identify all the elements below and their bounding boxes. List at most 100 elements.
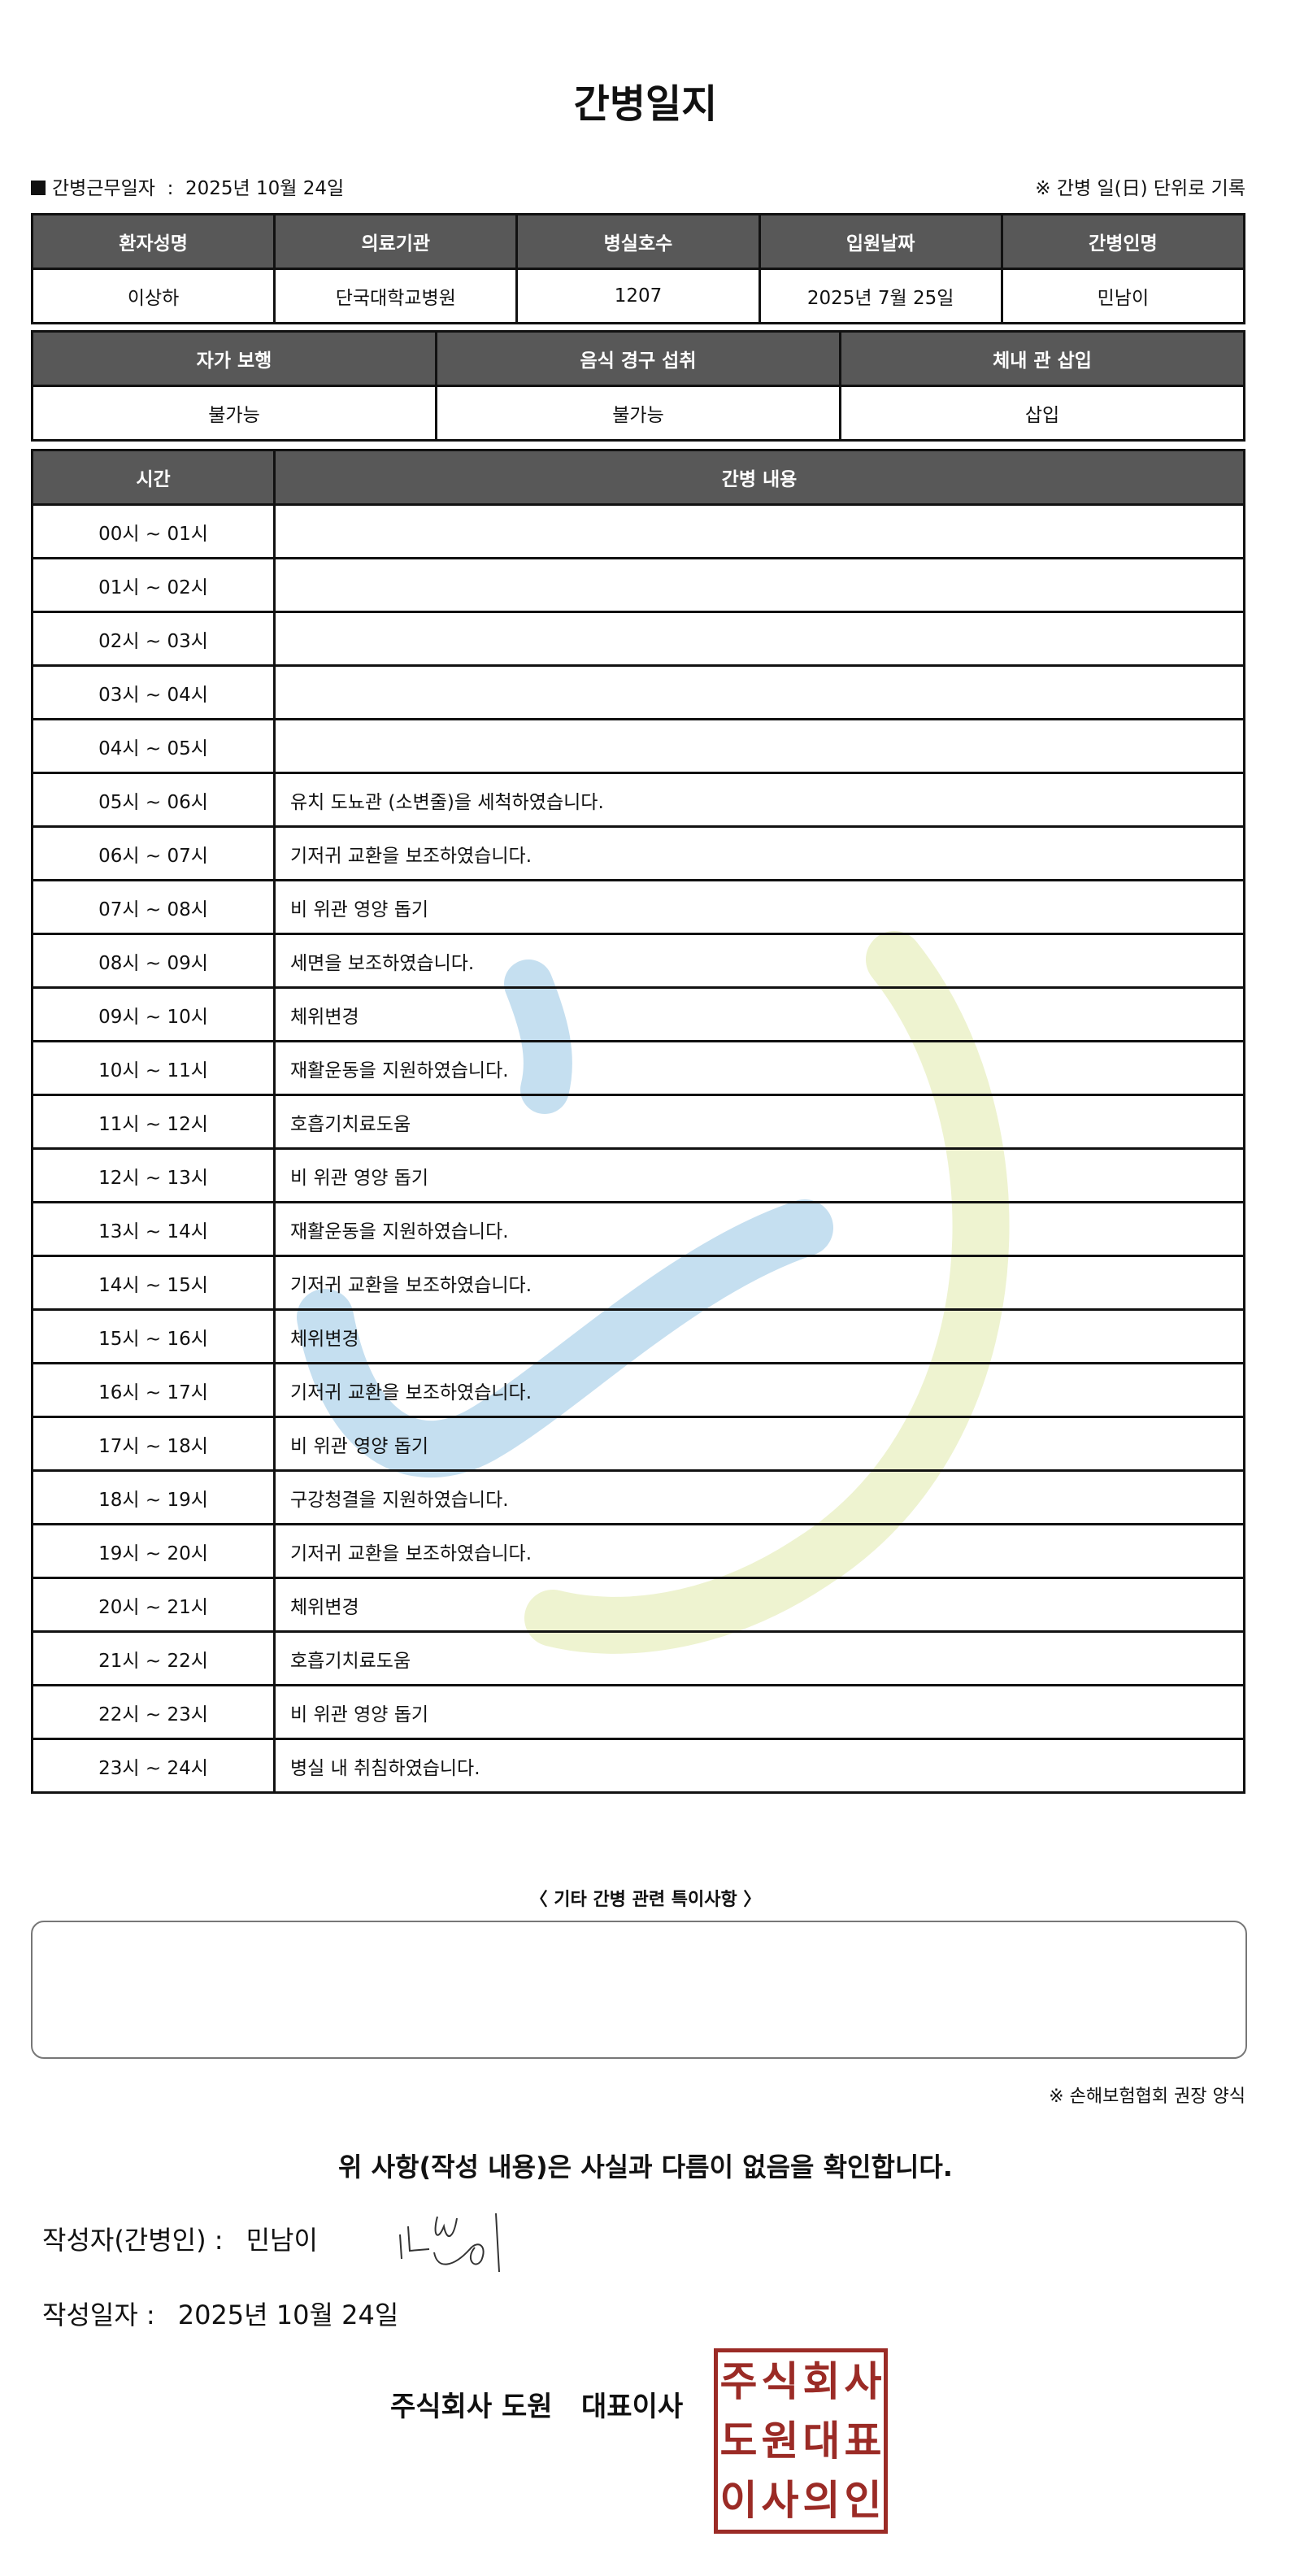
table-row: 13시 ~ 14시 재활운동을 지원하였습니다. bbox=[31, 1201, 1245, 1257]
time-cell: 23시 ~ 24시 bbox=[31, 1738, 276, 1794]
table-row: 19시 ~ 20시 기저귀 교환을 보조하였습니다. bbox=[31, 1523, 1245, 1579]
care-content-cell[interactable]: 세면을 보조하였습니다. bbox=[273, 933, 1245, 989]
table-row: 09시 ~ 10시 체위변경 bbox=[31, 986, 1245, 1042]
written-date-line: 작성일자 : 2025년 10월 24일 bbox=[42, 2295, 398, 2332]
care-content-cell[interactable]: 재활운동을 지원하였습니다. bbox=[273, 1201, 1245, 1257]
care-content-cell[interactable]: 비 위관 영양 돕기 bbox=[273, 879, 1245, 935]
time-cell: 18시 ~ 19시 bbox=[31, 1469, 276, 1525]
time-cell: 07시 ~ 08시 bbox=[31, 879, 276, 935]
header-admission-date: 입원날짜 bbox=[758, 213, 1003, 270]
time-cell: 03시 ~ 04시 bbox=[31, 664, 276, 720]
table-row: 05시 ~ 06시 유치 도뇨관 (소변줄)을 세척하였습니다. bbox=[31, 772, 1245, 828]
header-self-walking: 자가 보행 bbox=[31, 330, 437, 387]
stamp-glyph: 표 bbox=[844, 2417, 882, 2465]
table-row: 07시 ~ 08시 비 위관 영양 돕기 bbox=[31, 879, 1245, 935]
care-content-cell[interactable]: 구강청결을 지원하였습니다. bbox=[273, 1469, 1245, 1525]
patient-name: 이상하 bbox=[30, 268, 276, 324]
care-content-cell[interactable]: 유치 도뇨관 (소변줄)을 세척하였습니다. bbox=[273, 772, 1245, 828]
writer-name: 민남이 bbox=[246, 2225, 318, 2256]
time-cell: 19시 ~ 20시 bbox=[31, 1523, 276, 1579]
stamp-glyph: 이 bbox=[719, 2476, 758, 2524]
care-content-cell[interactable]: 기저귀 교환을 보조하였습니다. bbox=[273, 825, 1245, 881]
table-row: 15시 ~ 16시 체위변경 bbox=[31, 1308, 1245, 1364]
handwritten-signature bbox=[399, 2213, 500, 2273]
time-cell: 15시 ~ 16시 bbox=[31, 1308, 276, 1364]
time-cell: 00시 ~ 01시 bbox=[31, 503, 276, 559]
care-content-cell[interactable]: 비 위관 영양 돕기 bbox=[273, 1416, 1245, 1472]
table-row: 14시 ~ 15시 기저귀 교환을 보조하였습니다. bbox=[31, 1255, 1245, 1311]
table-row: 21시 ~ 22시 호흡기치료도움 bbox=[31, 1630, 1245, 1686]
care-content-cell[interactable]: 기저귀 교환을 보조하였습니다. bbox=[273, 1523, 1245, 1579]
table-row: 04시 ~ 05시 bbox=[31, 718, 1245, 774]
table-row: 08시 ~ 09시 세면을 보조하였습니다. bbox=[31, 933, 1245, 989]
care-content-cell[interactable]: 기저귀 교환을 보조하였습니다. bbox=[273, 1362, 1245, 1418]
time-cell: 06시 ~ 07시 bbox=[31, 825, 276, 881]
page-title: 간병일지 bbox=[573, 81, 718, 127]
header-time: 시간 bbox=[31, 449, 276, 506]
table-row: 10시 ~ 11시 재활운동을 지원하였습니다. bbox=[31, 1040, 1245, 1096]
table-row: 22시 ~ 23시 비 위관 영양 돕기 bbox=[31, 1684, 1245, 1740]
table-row: 12시 ~ 13시 비 위관 영양 돕기 bbox=[31, 1147, 1245, 1203]
stamp-glyph: 사 bbox=[761, 2476, 799, 2524]
work-date-value: 2025년 10월 24일 bbox=[185, 178, 345, 199]
patient-info-table: 환자성명 의료기관 병실호수 입원날짜 간병인명 이상하 단국대학교병원 120… bbox=[30, 213, 1246, 324]
care-content-cell[interactable]: 기저귀 교환을 보조하였습니다. bbox=[273, 1255, 1245, 1311]
care-content-cell[interactable]: 병실 내 취침하였습니다. bbox=[273, 1738, 1245, 1794]
time-cell: 14시 ~ 15시 bbox=[31, 1255, 276, 1311]
confirmation-statement: 위 사항(작성 내용)은 사실과 다름이 없음을 확인합니다. bbox=[338, 2152, 953, 2182]
time-cell: 20시 ~ 21시 bbox=[31, 1577, 276, 1633]
care-content-cell[interactable] bbox=[273, 557, 1245, 613]
header-care-content: 간병 내용 bbox=[273, 449, 1245, 506]
company-representative: 주식회사 도원 대표이사 bbox=[390, 2391, 684, 2423]
caregiver-name: 민남이 bbox=[1000, 268, 1246, 324]
room-number: 1207 bbox=[515, 268, 761, 324]
care-content-cell[interactable]: 호흡기치료도움 bbox=[273, 1630, 1245, 1686]
time-cell: 04시 ~ 05시 bbox=[31, 718, 276, 774]
writer-line: 작성자(간병인) : 민남이 bbox=[42, 2220, 318, 2257]
care-content-cell[interactable]: 체위변경 bbox=[273, 986, 1245, 1042]
care-content-cell[interactable] bbox=[273, 503, 1245, 559]
time-cell: 11시 ~ 12시 bbox=[31, 1094, 276, 1150]
table-row: 16시 ~ 17시 기저귀 교환을 보조하였습니다. bbox=[31, 1362, 1245, 1418]
time-cell: 13시 ~ 14시 bbox=[31, 1201, 276, 1257]
stamp-glyph: 도 bbox=[719, 2417, 758, 2465]
table-row: 02시 ~ 03시 bbox=[31, 611, 1245, 667]
stamp-glyph: 주 bbox=[719, 2358, 758, 2406]
care-content-cell[interactable]: 체위변경 bbox=[273, 1577, 1245, 1633]
stamp-glyph: 원 bbox=[761, 2417, 799, 2465]
time-cell: 08시 ~ 09시 bbox=[31, 933, 276, 989]
header-patient-name: 환자성명 bbox=[30, 213, 276, 270]
time-cell: 16시 ~ 17시 bbox=[31, 1362, 276, 1418]
table-row: 17시 ~ 18시 비 위관 영양 돕기 bbox=[31, 1416, 1245, 1472]
care-content-cell[interactable] bbox=[273, 664, 1245, 720]
special-notes-box[interactable] bbox=[31, 1921, 1247, 2059]
time-cell: 12시 ~ 13시 bbox=[31, 1147, 276, 1203]
care-content-cell[interactable] bbox=[273, 718, 1245, 774]
care-content-cell[interactable] bbox=[273, 611, 1245, 667]
header-room: 병실호수 bbox=[515, 213, 761, 270]
stamp-glyph: 대 bbox=[802, 2417, 841, 2465]
time-cell: 10시 ~ 11시 bbox=[31, 1040, 276, 1096]
written-date-value: 2025년 10월 24일 bbox=[177, 2300, 399, 2330]
record-unit-note: ※ 간병 일(日) 단위로 기록 bbox=[1035, 178, 1245, 199]
table-row: 18시 ~ 19시 구강청결을 지원하였습니다. bbox=[31, 1469, 1245, 1525]
time-cell: 21시 ~ 22시 bbox=[31, 1630, 276, 1686]
work-date-label: 간병근무일자 bbox=[52, 178, 155, 199]
oral-intake: 불가능 bbox=[435, 385, 841, 442]
care-content-cell[interactable]: 체위변경 bbox=[273, 1308, 1245, 1364]
work-date: 간병근무일자 : 2025년 10월 24일 bbox=[31, 172, 344, 200]
writer-label: 작성자(간병인) : bbox=[42, 2225, 224, 2256]
table-row: 01시 ~ 02시 bbox=[31, 557, 1245, 613]
header-hospital: 의료기관 bbox=[273, 213, 519, 270]
stamp-glyph: 인 bbox=[844, 2476, 882, 2524]
form-source-note: ※ 손해보험협회 권장 양식 bbox=[1049, 2086, 1245, 2107]
time-cell: 02시 ~ 03시 bbox=[31, 611, 276, 667]
care-content-cell[interactable]: 호흡기치료도움 bbox=[273, 1094, 1245, 1150]
time-cell: 01시 ~ 02시 bbox=[31, 557, 276, 613]
care-content-cell[interactable]: 비 위관 영양 돕기 bbox=[273, 1147, 1245, 1203]
care-content-cell[interactable]: 비 위관 영양 돕기 bbox=[273, 1684, 1245, 1740]
tube-insertion: 삽입 bbox=[839, 385, 1245, 442]
care-content-cell[interactable]: 재활운동을 지원하였습니다. bbox=[273, 1040, 1245, 1096]
header-tube-insertion: 체내 관 삽입 bbox=[839, 330, 1245, 387]
